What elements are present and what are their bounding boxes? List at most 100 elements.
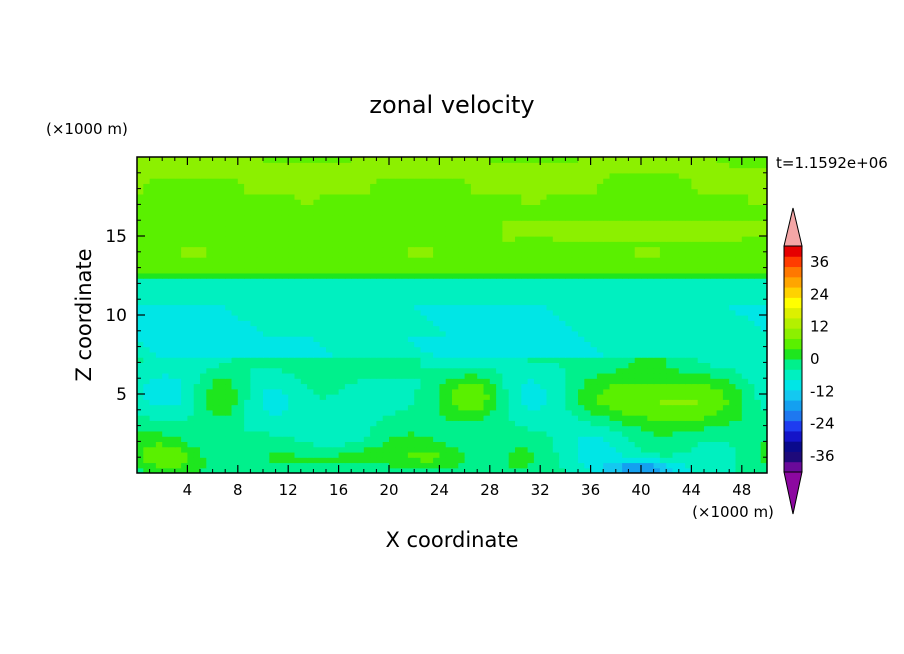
contour-cell: [326, 257, 333, 263]
contour-cell: [294, 394, 302, 400]
contour-cell: [483, 388, 491, 395]
contour-cell: [596, 404, 604, 411]
contour-cell: [565, 330, 573, 337]
contour-cell: [628, 325, 636, 332]
contour-cell: [263, 278, 270, 284]
contour-cell: [653, 330, 661, 337]
contour-cell: [666, 441, 674, 448]
contour-cell: [565, 409, 573, 416]
contour-cell: [420, 220, 428, 227]
contour-cell: [464, 404, 472, 411]
contour-cell: [628, 367, 636, 374]
contour-cell: [263, 436, 270, 442]
contour-cell: [218, 425, 226, 432]
contour-cell: [615, 315, 623, 321]
contour-cell: [313, 346, 321, 353]
contour-cell: [256, 430, 264, 437]
contour-cell: [351, 320, 359, 327]
contour-cell: [407, 446, 415, 453]
contour-cell: [162, 362, 170, 369]
contour-cell: [143, 462, 151, 469]
contour-cell: [338, 236, 346, 242]
contour-cell: [678, 383, 686, 390]
contour-cell: [685, 409, 692, 416]
contour-cell: [370, 257, 377, 263]
contour-cell: [748, 409, 755, 416]
contour-cell: [489, 283, 497, 290]
contour-cell: [527, 346, 535, 353]
contour-cell: [464, 467, 472, 473]
contour-cell: [596, 315, 604, 321]
contour-cell: [722, 246, 730, 253]
contour-cell: [521, 241, 529, 248]
contour-cell: [212, 430, 220, 437]
contour-cell: [351, 241, 359, 248]
contour-cell: [578, 293, 585, 300]
contour-cell: [307, 209, 314, 216]
contour-cell: [212, 436, 220, 442]
contour-cell: [691, 362, 699, 369]
contour-cell: [445, 299, 453, 306]
contour-cell: [269, 388, 277, 395]
contour-cell: [515, 341, 522, 348]
contour-cell: [609, 257, 617, 263]
contour-cell: [187, 430, 195, 437]
contour-cell: [149, 351, 157, 358]
contour-cell: [603, 430, 611, 437]
contour-cell: [275, 209, 283, 216]
contour-cell: [622, 441, 629, 448]
contour-cell: [206, 299, 214, 306]
contour-cell: [659, 209, 667, 216]
contour-cell: [155, 446, 163, 453]
contour-cell: [659, 309, 667, 316]
contour-cell: [483, 293, 491, 300]
contour-cell: [628, 372, 636, 379]
contour-cell: [710, 257, 718, 263]
contour-cell: [716, 362, 724, 369]
contour-cell: [313, 404, 321, 411]
contour-cell: [741, 325, 749, 332]
contour-cell: [193, 351, 201, 358]
contour-cell: [420, 283, 428, 290]
contour-cell: [420, 441, 428, 448]
contour-cell: [685, 225, 692, 232]
contour-cell: [464, 430, 472, 437]
contour-cell: [521, 293, 529, 300]
contour-cell: [470, 257, 478, 263]
contour-cell: [162, 441, 170, 448]
contour-cell: [288, 346, 296, 353]
contour-cell: [300, 309, 308, 316]
contour-cell: [395, 457, 403, 464]
contour-cell: [162, 357, 170, 363]
contour-cell: [143, 236, 151, 242]
contour-cell: [155, 436, 163, 442]
contour-cell: [527, 225, 535, 232]
contour-cell: [483, 362, 491, 369]
contour-cell: [489, 220, 497, 227]
contour-cell: [168, 362, 176, 369]
contour-cell: [263, 415, 270, 421]
contour-cell: [244, 325, 251, 332]
contour-cell: [641, 341, 648, 348]
contour-cell: [729, 467, 737, 473]
contour-cell: [370, 346, 377, 353]
contour-cell: [300, 451, 308, 458]
contour-cell: [464, 357, 472, 363]
contour-cell: [710, 394, 718, 400]
contour-cell: [552, 246, 560, 253]
contour-cell: [502, 304, 510, 311]
contour-cell: [615, 330, 623, 337]
contour-cell: [502, 299, 510, 306]
contour-cell: [206, 251, 214, 258]
contour-cell: [546, 399, 554, 406]
contour-cell: [237, 457, 245, 464]
contour-cell: [502, 451, 510, 458]
contour-cell: [263, 257, 270, 263]
contour-cell: [508, 341, 516, 348]
contour-cell: [433, 351, 440, 358]
contour-cell: [288, 241, 296, 248]
contour-cell: [659, 220, 667, 227]
contour-cell: [181, 320, 188, 327]
contour-cell: [319, 425, 327, 432]
contour-cell: [281, 346, 289, 353]
